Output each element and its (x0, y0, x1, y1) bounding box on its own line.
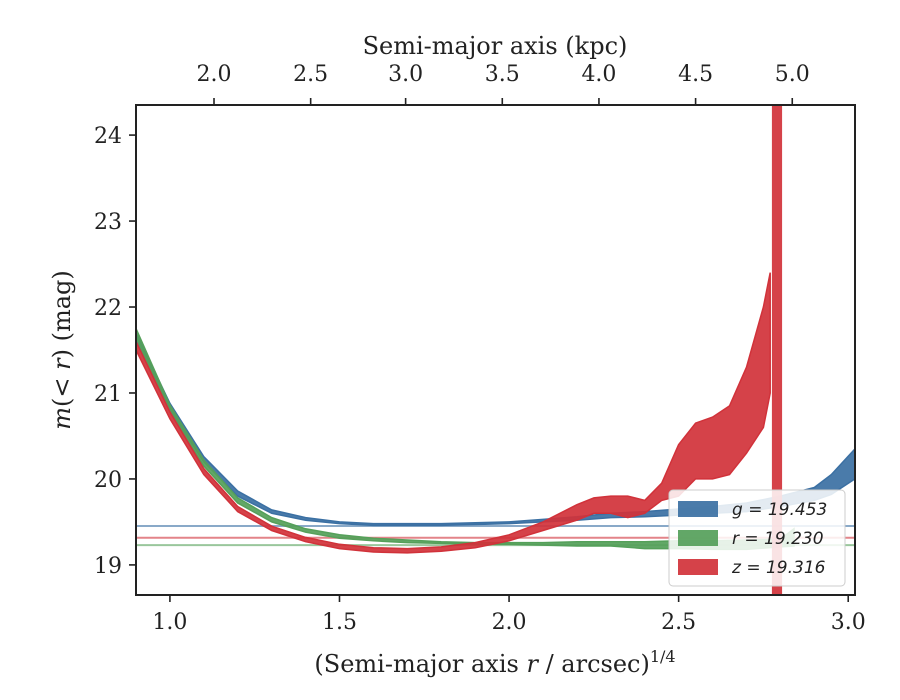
series-band-2 (136, 272, 771, 554)
top-tick-label-6: 5.0 (775, 62, 810, 87)
y-tick-label-5: 24 (94, 124, 122, 149)
y-tick-label-0: 19 (94, 554, 122, 579)
legend-entry-1: r = 19.230 (732, 529, 824, 549)
x-tick-label-1: 1.5 (322, 610, 357, 635)
legend-entry-0: g = 19.453 (732, 500, 827, 520)
y-tick-label-1: 20 (94, 468, 122, 493)
top-tick-label-5: 4.5 (678, 62, 713, 87)
legend-swatch-1 (678, 530, 718, 546)
plot-frame (135, 104, 856, 596)
x-axis-title: (Semi-major axis r / arcsec)1/4 (314, 647, 675, 678)
top-axis-title: Semi-major axis (kpc) (363, 32, 628, 60)
x-tick-label-0: 1.0 (152, 610, 187, 635)
x-tick-label-4: 3.0 (831, 610, 866, 635)
top-tick-label-2: 3.0 (388, 62, 423, 87)
x-tick-label-3: 2.5 (661, 610, 696, 635)
ticks-layer: 1.0 1.5 2.0 2.5 3.0 19 20 21 22 23 24 2.0 2.5 3.0 3.5 4… (94, 62, 866, 635)
y-tick-label-4: 23 (94, 210, 122, 235)
legend-swatch-2 (678, 559, 718, 575)
series-band-0 (136, 332, 855, 527)
y-axis-title: m(< r) (mag) (48, 270, 76, 430)
x-tick-label-2: 2.0 (492, 610, 527, 635)
y-tick-label-2: 21 (94, 382, 122, 407)
top-tick-label-3: 3.5 (485, 62, 520, 87)
legend: g = 19.453 r = 19.230 z = 19.316 (668, 489, 846, 587)
top-tick-label-4: 4.0 (581, 62, 616, 87)
y-tick-label-3: 22 (94, 296, 122, 321)
top-tick-label-1: 2.5 (293, 62, 328, 87)
series-spike-2 (771, 105, 783, 595)
top-tick-label-0: 2.0 (197, 62, 232, 87)
legend-swatch-0 (678, 501, 718, 517)
legend-entry-2: z = 19.316 (731, 558, 826, 578)
